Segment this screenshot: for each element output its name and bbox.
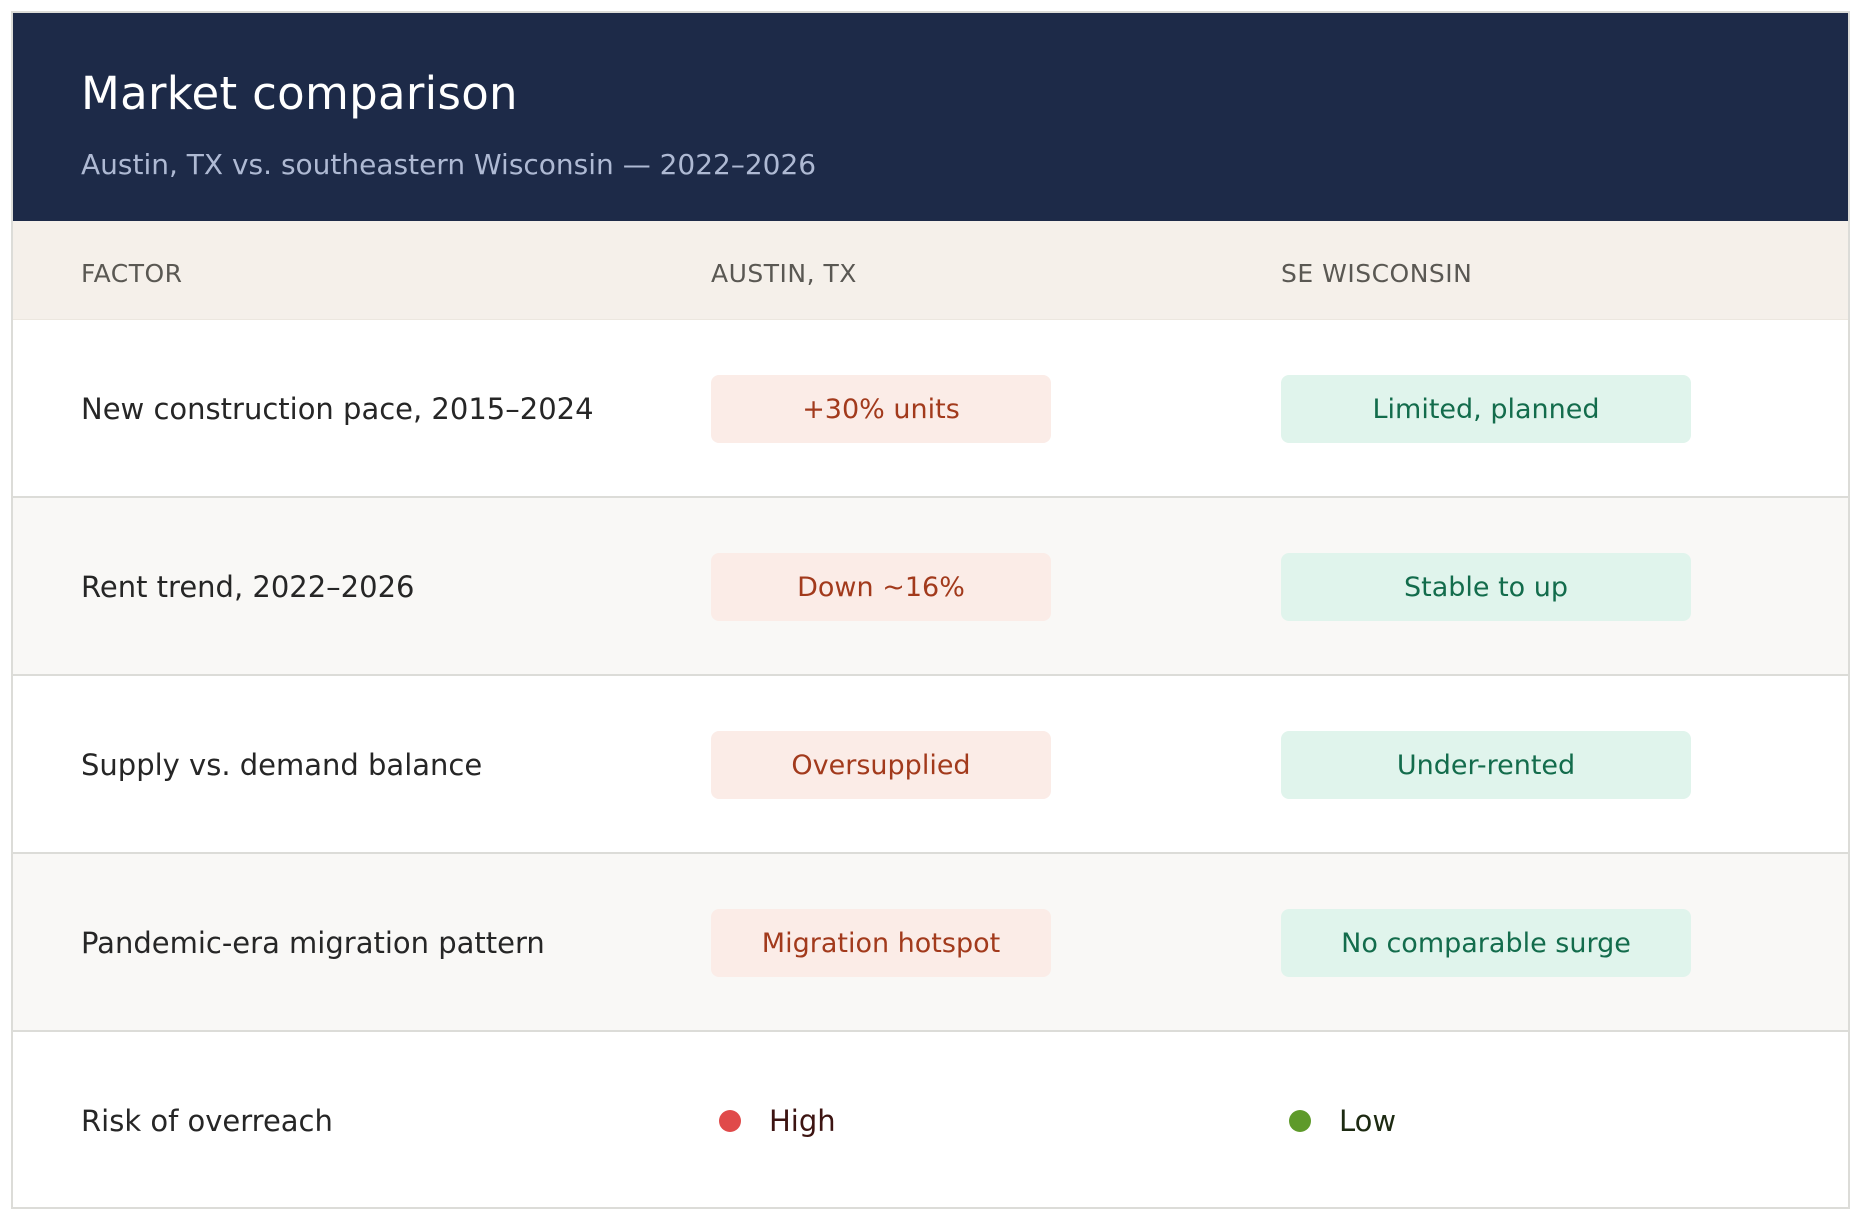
market-comparison-card: Market comparison Austin, TX vs. southea… [11,11,1850,1209]
table-row: New construction pace, 2015–2024 +30% un… [13,320,1848,498]
column-header-wisconsin: SE WISCONSIN [1281,259,1473,288]
austin-risk-label: High [769,1104,836,1138]
wisconsin-value-badge: Limited, planned [1281,375,1691,443]
column-header-row: FACTOR AUSTIN, TX SE WISCONSIN [13,221,1848,320]
risk-row: Risk of overreach High Low [13,1032,1848,1207]
factor-label: Pandemic-era migration pattern [81,926,545,960]
table-row: Pandemic-era migration pattern Migration… [13,854,1848,1032]
red-dot-icon [719,1110,741,1132]
column-header-factor: FACTOR [81,259,183,288]
table-row: Rent trend, 2022–2026 Down ~16% Stable t… [13,498,1848,676]
austin-value-badge: Down ~16% [711,553,1051,621]
factor-label: New construction pace, 2015–2024 [81,392,594,426]
page-subtitle: Austin, TX vs. southeastern Wisconsin — … [81,148,817,181]
austin-risk-indicator: High [711,1104,836,1138]
card-header: Market comparison Austin, TX vs. southea… [13,13,1848,221]
factor-label: Rent trend, 2022–2026 [81,570,415,604]
green-dot-icon [1289,1110,1311,1132]
austin-value-badge: +30% units [711,375,1051,443]
factor-label: Risk of overreach [81,1104,333,1138]
wisconsin-risk-label: Low [1339,1104,1397,1138]
austin-value-badge: Oversupplied [711,731,1051,799]
wisconsin-value-badge: Stable to up [1281,553,1691,621]
wisconsin-value-badge: Under-rented [1281,731,1691,799]
table-row: Supply vs. demand balance Oversupplied U… [13,676,1848,854]
austin-value-badge: Migration hotspot [711,909,1051,977]
column-header-austin: AUSTIN, TX [711,259,857,288]
page-title: Market comparison [81,67,518,120]
wisconsin-risk-indicator: Low [1281,1104,1396,1138]
wisconsin-value-badge: No comparable surge [1281,909,1691,977]
factor-label: Supply vs. demand balance [81,748,483,782]
